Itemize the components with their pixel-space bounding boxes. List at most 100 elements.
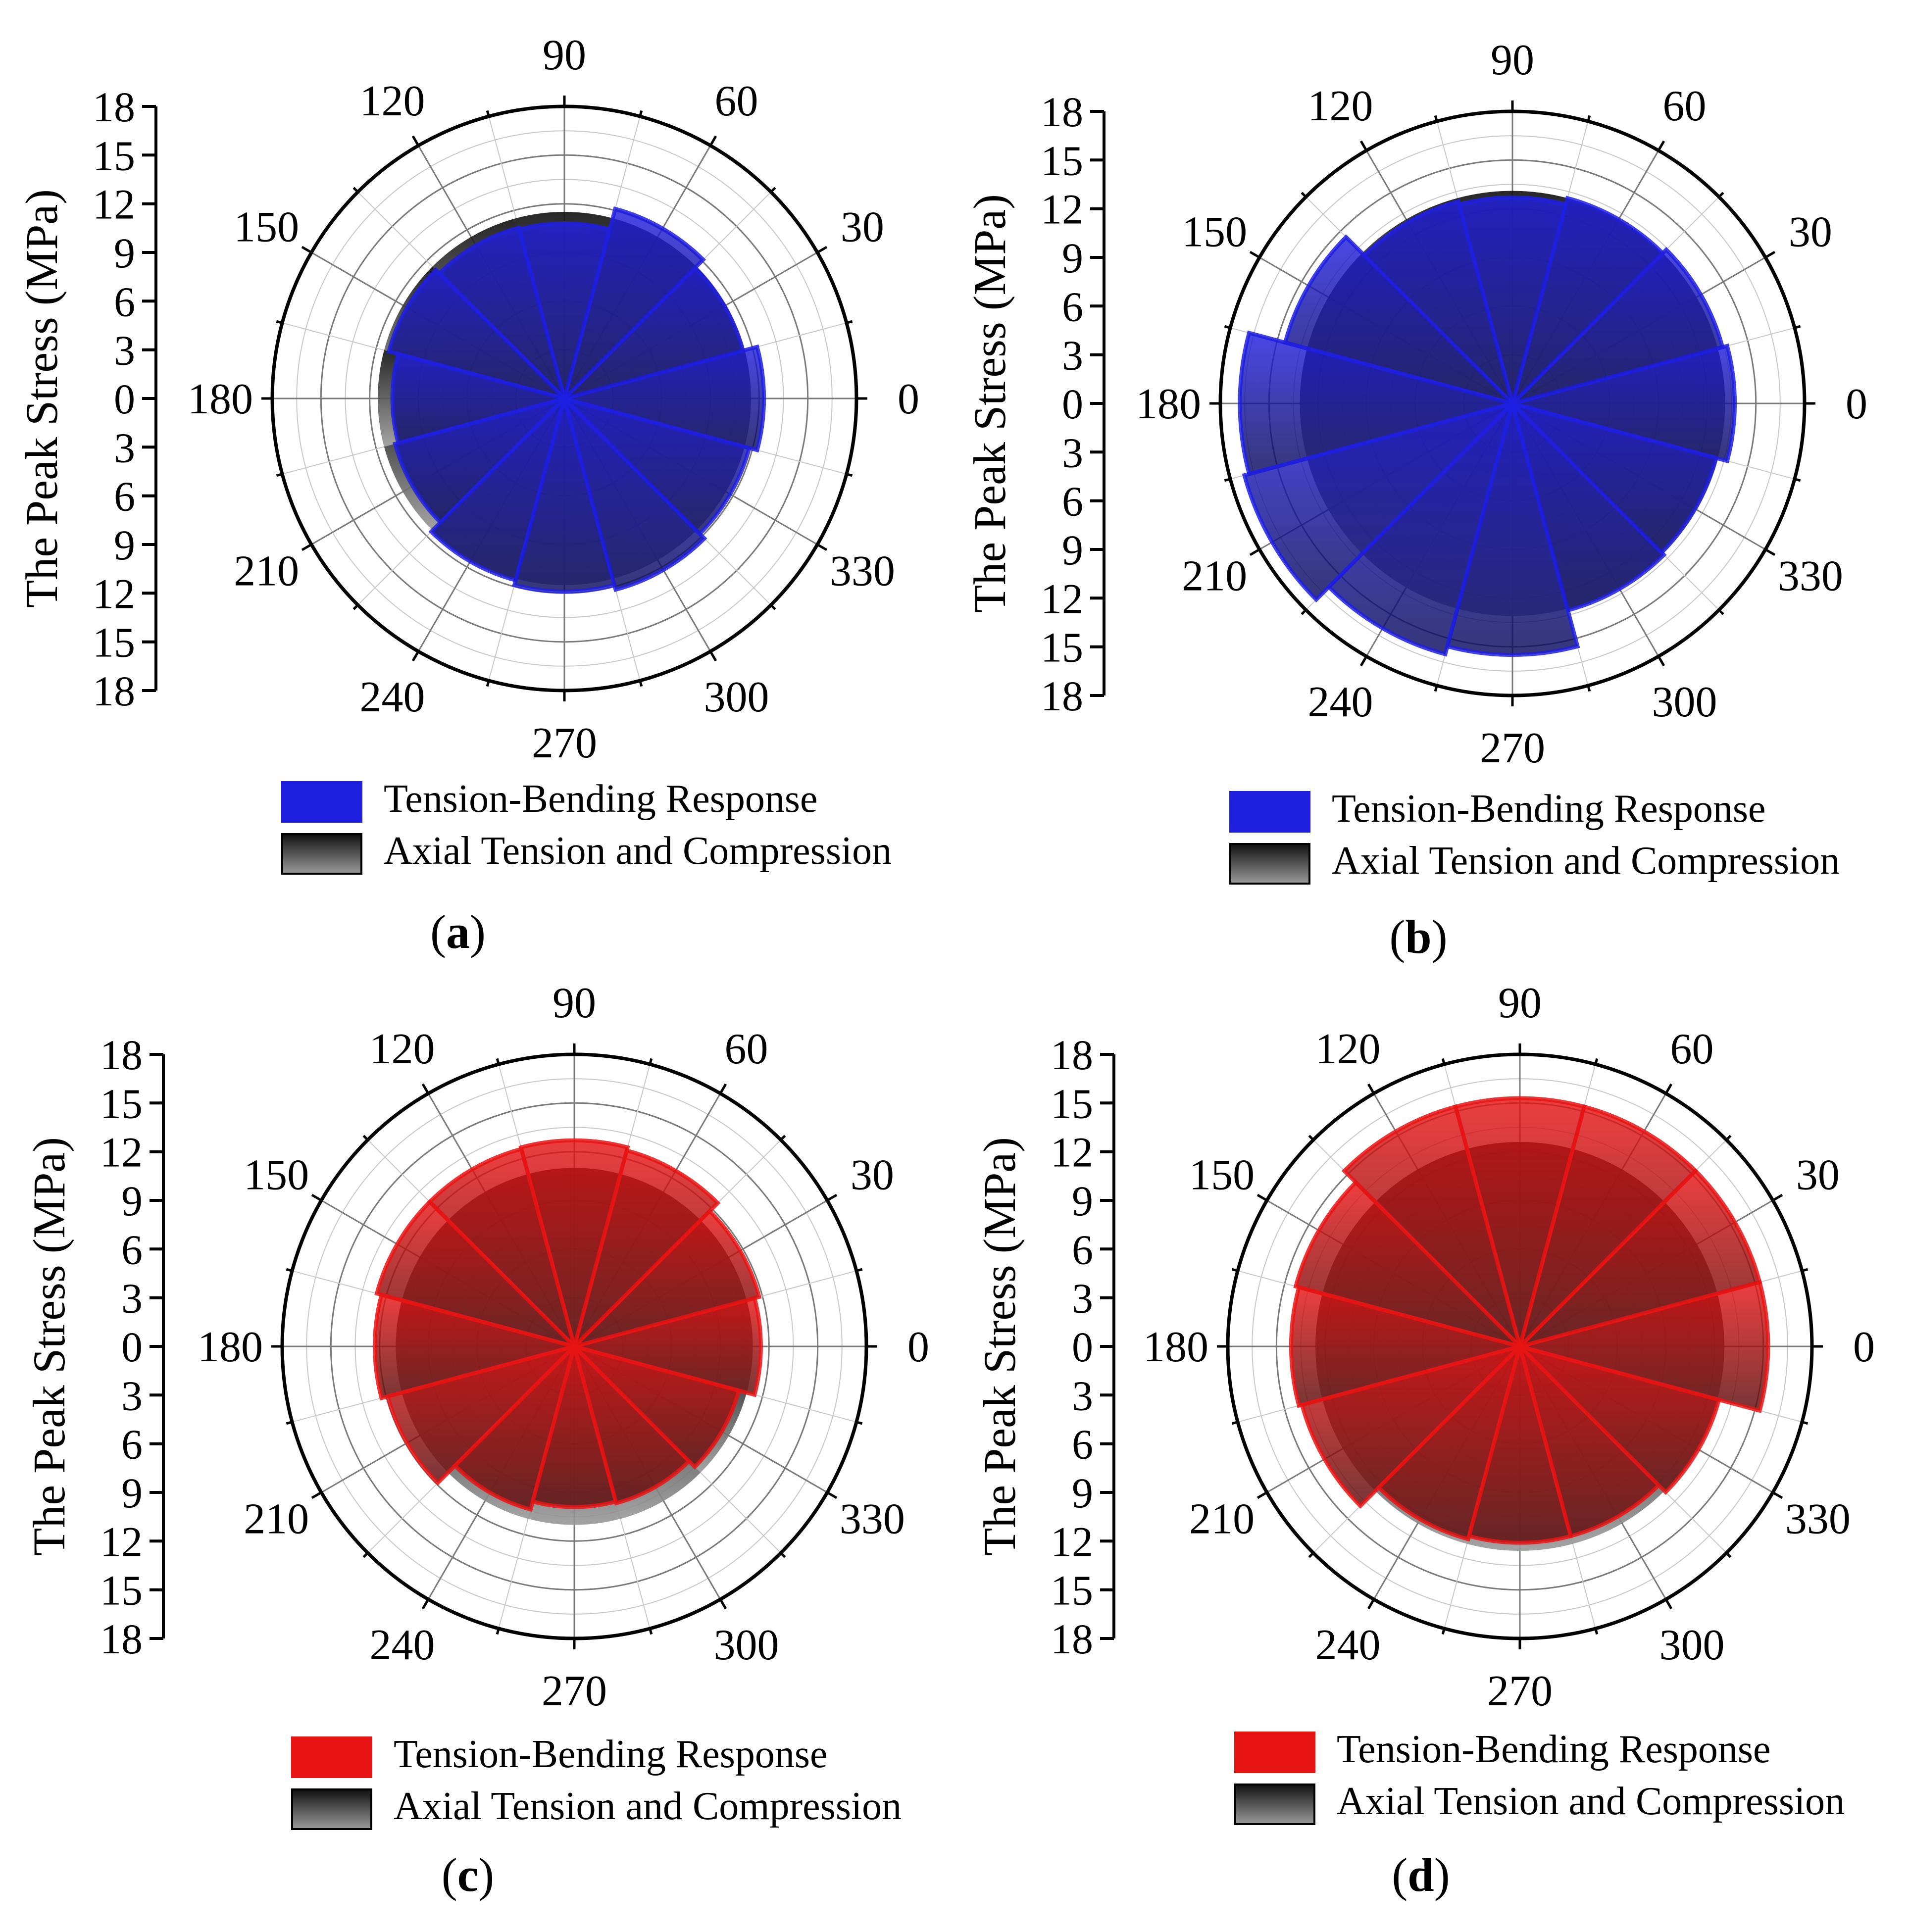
- tension-bending-sector: [1242, 399, 1519, 602]
- radial-tick-label: 12: [1041, 575, 1083, 622]
- angle-label: 90: [1491, 36, 1534, 84]
- legend-swatch-tension-bending: [1234, 1732, 1315, 1773]
- tension-bending-sector: [386, 267, 571, 402]
- radial-tick-label: 0: [121, 1323, 143, 1371]
- angle-label: 270: [1487, 1667, 1553, 1715]
- radial-tick-label: 0: [1062, 380, 1083, 428]
- panel-caption: (d): [1392, 1848, 1450, 1901]
- radial-tick-label: 6: [114, 278, 135, 325]
- radial-tick-label: 18: [1051, 1031, 1093, 1079]
- radial-tick-label: 9: [1072, 1469, 1093, 1517]
- legend-swatch-axial: [1229, 843, 1310, 885]
- radial-axis-title: The Peak Stress (MPa): [974, 1137, 1025, 1556]
- radial-axis-title: The Peak Stress (MPa): [16, 189, 67, 608]
- angle-label: 180: [1143, 1323, 1208, 1371]
- tension-bending-sector: [560, 206, 706, 405]
- angle-label: 90: [1498, 979, 1542, 1027]
- radial-tick-label: 9: [1072, 1177, 1093, 1225]
- tension-bending-sector: [567, 1208, 762, 1350]
- tension-bending-sector: [1508, 196, 1666, 410]
- legend-label-tension-bending: Tension-Bending Response: [1332, 787, 1766, 831]
- angle-label: 210: [1182, 552, 1247, 600]
- legend-swatch-tension-bending: [1229, 791, 1310, 833]
- angle-label: 330: [1785, 1495, 1851, 1543]
- angle-label: 240: [370, 1621, 435, 1669]
- tension-bending-sector: [1516, 1104, 1699, 1353]
- tension-bending-sector: [1506, 399, 1719, 555]
- radial-tick-label: 15: [1041, 137, 1083, 184]
- radial-tick-label: 9: [114, 521, 135, 569]
- tension-bending-sector: [516, 221, 612, 406]
- tension-bending-sector: [1513, 1342, 1721, 1495]
- radial-tick-label: 15: [100, 1080, 143, 1127]
- angle-label: 90: [553, 979, 596, 1027]
- angle-label: 30: [851, 1151, 894, 1199]
- radial-tick-label: 6: [114, 473, 135, 520]
- polar-outer-ring: [280, 1052, 868, 1640]
- angle-label: 0: [1853, 1323, 1875, 1371]
- radial-tick-label: 0: [114, 375, 135, 423]
- radial-tick-label: 15: [100, 1567, 143, 1614]
- radial-tick-label: 3: [1062, 332, 1083, 379]
- radial-tick-label: 3: [1072, 1275, 1093, 1322]
- tension-bending-sector: [570, 1339, 692, 1506]
- legend-label-axial: Axial Tension and Compression: [384, 829, 892, 873]
- tension-bending-sector: [1508, 396, 1667, 613]
- polar-outer-ring: [1218, 109, 1807, 697]
- radial-tick-label: 6: [121, 1226, 143, 1273]
- angle-label: 30: [1796, 1151, 1840, 1199]
- angle-label: 150: [1182, 208, 1247, 256]
- angular-tick: [1657, 140, 1665, 151]
- tension-bending-sector: [1300, 1342, 1527, 1509]
- radial-tick-label: 12: [1041, 186, 1083, 233]
- angle-label: 210: [244, 1495, 309, 1543]
- angle-label: 60: [715, 77, 758, 125]
- radial-tick-label: 15: [93, 619, 135, 666]
- tension-bending-sector: [557, 395, 752, 537]
- panel-caption: (c): [442, 1848, 495, 1901]
- tension-bending-sector: [1506, 247, 1725, 407]
- angular-tick: [301, 543, 312, 551]
- angular-tick: [1664, 1598, 1673, 1610]
- angle-label: 150: [234, 203, 299, 251]
- angle-label: 300: [714, 1621, 779, 1669]
- angular-tick: [826, 1491, 838, 1499]
- tension-bending-sector: [512, 391, 617, 594]
- tension-bending-sector: [390, 351, 572, 446]
- tension-bending-sector: [556, 344, 766, 453]
- angle-label: 180: [188, 375, 253, 423]
- legend-swatch-axial: [1234, 1783, 1315, 1825]
- tension-bending-sector: [1453, 1096, 1587, 1354]
- tension-bending-sector: [1445, 396, 1580, 657]
- angular-tick: [709, 135, 717, 147]
- legend-swatch-tension-bending: [291, 1736, 372, 1778]
- angular-tick: [709, 650, 717, 662]
- radial-axis-title: The Peak Stress (MPa): [24, 1137, 74, 1556]
- tension-bending-sector: [566, 1295, 763, 1397]
- angle-label: 330: [1778, 552, 1843, 600]
- radial-tick-label: 6: [1062, 478, 1083, 525]
- legend-label-axial: Axial Tension and Compression: [1337, 1780, 1845, 1823]
- angle-label: 60: [1663, 82, 1707, 130]
- radial-tick-label: 18: [100, 1031, 143, 1079]
- tension-bending-sector: [518, 1138, 630, 1354]
- angular-tick: [311, 1193, 322, 1202]
- panel-b: 0306090120150180210240270300330181512963…: [964, 36, 1867, 963]
- panel-a: 0306090120150180210240270300330181512963…: [16, 31, 919, 958]
- tension-bending-sector: [372, 1292, 582, 1401]
- polar-outer-ring: [270, 104, 858, 693]
- angular-tick: [816, 246, 828, 254]
- radial-tick-label: 15: [93, 132, 135, 179]
- angular-tick: [1256, 1193, 1268, 1202]
- radial-tick-label: 6: [1072, 1226, 1093, 1273]
- angle-label: 330: [840, 1495, 905, 1543]
- radial-tick-label: 18: [1041, 672, 1083, 720]
- radial-tick-label: 3: [121, 1275, 143, 1322]
- tension-bending-sector: [1376, 1339, 1524, 1542]
- legend-label-tension-bending: Tension-Bending Response: [384, 777, 818, 821]
- legend-swatch-axial: [281, 833, 362, 875]
- tension-bending-sector: [1238, 330, 1520, 477]
- radial-tick-label: 6: [1062, 283, 1083, 330]
- tension-bending-sector: [393, 395, 571, 525]
